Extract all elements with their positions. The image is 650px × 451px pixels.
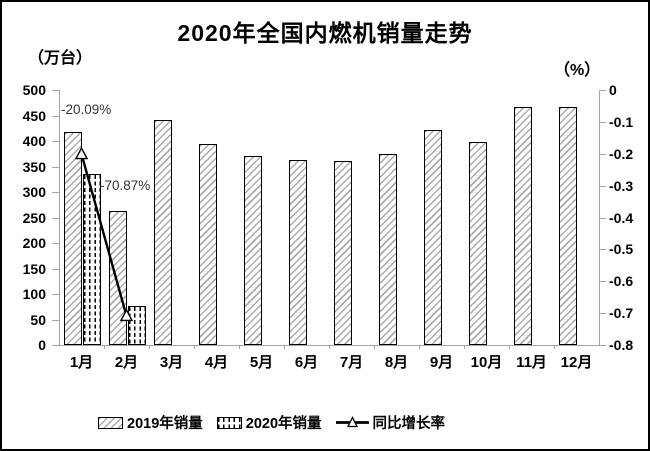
right-axis-tick <box>599 121 606 123</box>
legend-swatch-2019-hatch <box>98 416 123 429</box>
y-axis-label-left: 450 <box>22 107 46 124</box>
left-axis-tick <box>52 345 59 346</box>
legend-swatch-2020-dash <box>216 416 242 429</box>
legend-item-growth: 同比增长率 <box>335 412 446 433</box>
x-axis-label-month: 10月 <box>470 354 503 371</box>
y-axis-label-right: -0.2 <box>609 145 634 162</box>
left-axis-line <box>59 90 60 345</box>
right-axis-tick <box>599 90 606 91</box>
y-axis-label-right: -0.5 <box>609 241 634 258</box>
x-axis-label-month: 12月 <box>560 354 593 371</box>
y-axis-label-left: 100 <box>22 286 46 302</box>
legend-item-2020: 2020年销量 <box>216 412 322 433</box>
x-axis-label-month: 4月 <box>204 354 229 371</box>
x-axis-label-month: 3月 <box>159 354 184 371</box>
legend-line-triangle-icon <box>335 416 369 428</box>
left-axis-tick <box>52 217 59 219</box>
bar-2019-4月 <box>198 144 217 345</box>
right-axis-tick <box>599 281 606 283</box>
y-axis-label-right: -0.1 <box>609 113 634 130</box>
y-axis-label-right: -0.4 <box>609 209 634 226</box>
y-axis-label-left: 200 <box>22 235 46 251</box>
y-axis-label-left: 250 <box>22 209 46 226</box>
y-axis-label-right: 0 <box>609 82 617 98</box>
right-axis-tick <box>599 217 606 219</box>
x-axis-tick <box>284 345 285 349</box>
right-axis-tick <box>599 313 606 315</box>
y-axis-label-right: -0.3 <box>609 177 634 194</box>
right-axis-tick <box>599 153 606 155</box>
bar-2019-10月 <box>468 142 487 345</box>
legend-item-2019: 2019年销量 <box>98 412 203 433</box>
right-axis-tick <box>599 345 606 346</box>
x-axis-label-month: 2月 <box>114 354 139 371</box>
x-axis-label-month: 7月 <box>339 354 364 371</box>
x-axis-tick <box>149 345 150 349</box>
x-axis-tick <box>419 345 420 349</box>
y-axis-label-left: 500 <box>22 82 46 98</box>
bar-2019-8月 <box>378 154 397 345</box>
right-axis-unit-label: （%） <box>554 62 601 79</box>
legend-label-2019: 2019年销量 <box>127 416 203 432</box>
left-axis-tick <box>52 90 59 91</box>
x-axis-label-month: 8月 <box>384 354 409 371</box>
y-axis-label-left: 350 <box>22 158 46 175</box>
bar-2019-12月 <box>558 106 577 345</box>
left-axis-unit-label: （万台） <box>28 50 93 67</box>
bar-2019-2月 <box>108 211 127 345</box>
left-axis-tick <box>52 294 59 295</box>
legend: 2019年销量 2020年销量 同比增长率 <box>98 412 459 433</box>
left-axis-tick <box>52 268 59 270</box>
bar-2020-1月 <box>82 174 101 345</box>
x-axis-tick <box>104 345 105 349</box>
y-axis-label-left: 400 <box>22 133 46 149</box>
x-axis-tick <box>194 345 195 349</box>
bar-2019-3月 <box>153 120 172 345</box>
left-axis-tick <box>52 192 59 193</box>
y-axis-label-right: -0.7 <box>609 305 634 322</box>
x-axis-tick <box>464 345 465 349</box>
y-axis-label-left: 150 <box>22 260 46 277</box>
bar-2019-7月 <box>333 160 352 345</box>
x-axis-tick <box>374 345 375 349</box>
left-axis-tick <box>52 319 59 321</box>
x-axis-tick <box>509 345 510 349</box>
y-axis-label-left: 300 <box>22 184 46 200</box>
x-axis-label-month: 1月 <box>69 354 94 371</box>
bar-2019-6月 <box>288 159 307 345</box>
x-axis-label-month: 9月 <box>429 354 454 371</box>
left-axis-tick <box>52 166 59 168</box>
left-axis-tick <box>52 141 59 142</box>
chart-title: 2020年全国内燃机销量走势 <box>177 20 473 46</box>
x-axis-tick <box>554 345 555 349</box>
legend-label-growth: 同比增长率 <box>372 416 446 432</box>
right-axis-tick <box>599 249 606 251</box>
right-axis-tick <box>599 185 606 187</box>
x-axis-label-month: 5月 <box>249 354 274 371</box>
bar-2019-9月 <box>423 129 442 345</box>
y-axis-label-right: -0.8 <box>609 337 634 353</box>
x-axis-tick <box>329 345 330 349</box>
x-axis-label-month: 6月 <box>294 354 319 371</box>
bar-2019-1月 <box>63 131 82 345</box>
left-axis-tick <box>52 243 59 244</box>
bar-2019-5月 <box>243 156 262 345</box>
x-axis-tick <box>239 345 240 349</box>
growth-rate-annotation-feb: -70.87% <box>100 178 151 193</box>
y-axis-label-left: 0 <box>38 337 46 353</box>
bar-2019-11月 <box>513 107 532 345</box>
left-axis-tick <box>52 115 59 117</box>
y-axis-label-left: 50 <box>30 311 46 328</box>
bar-2020-2月 <box>127 305 146 345</box>
legend-label-2020: 2020年销量 <box>245 416 322 432</box>
x-axis-label-month: 11月 <box>516 354 547 371</box>
growth-rate-annotation-jan: -20.09% <box>61 102 112 117</box>
y-axis-label-right: -0.6 <box>609 273 634 290</box>
